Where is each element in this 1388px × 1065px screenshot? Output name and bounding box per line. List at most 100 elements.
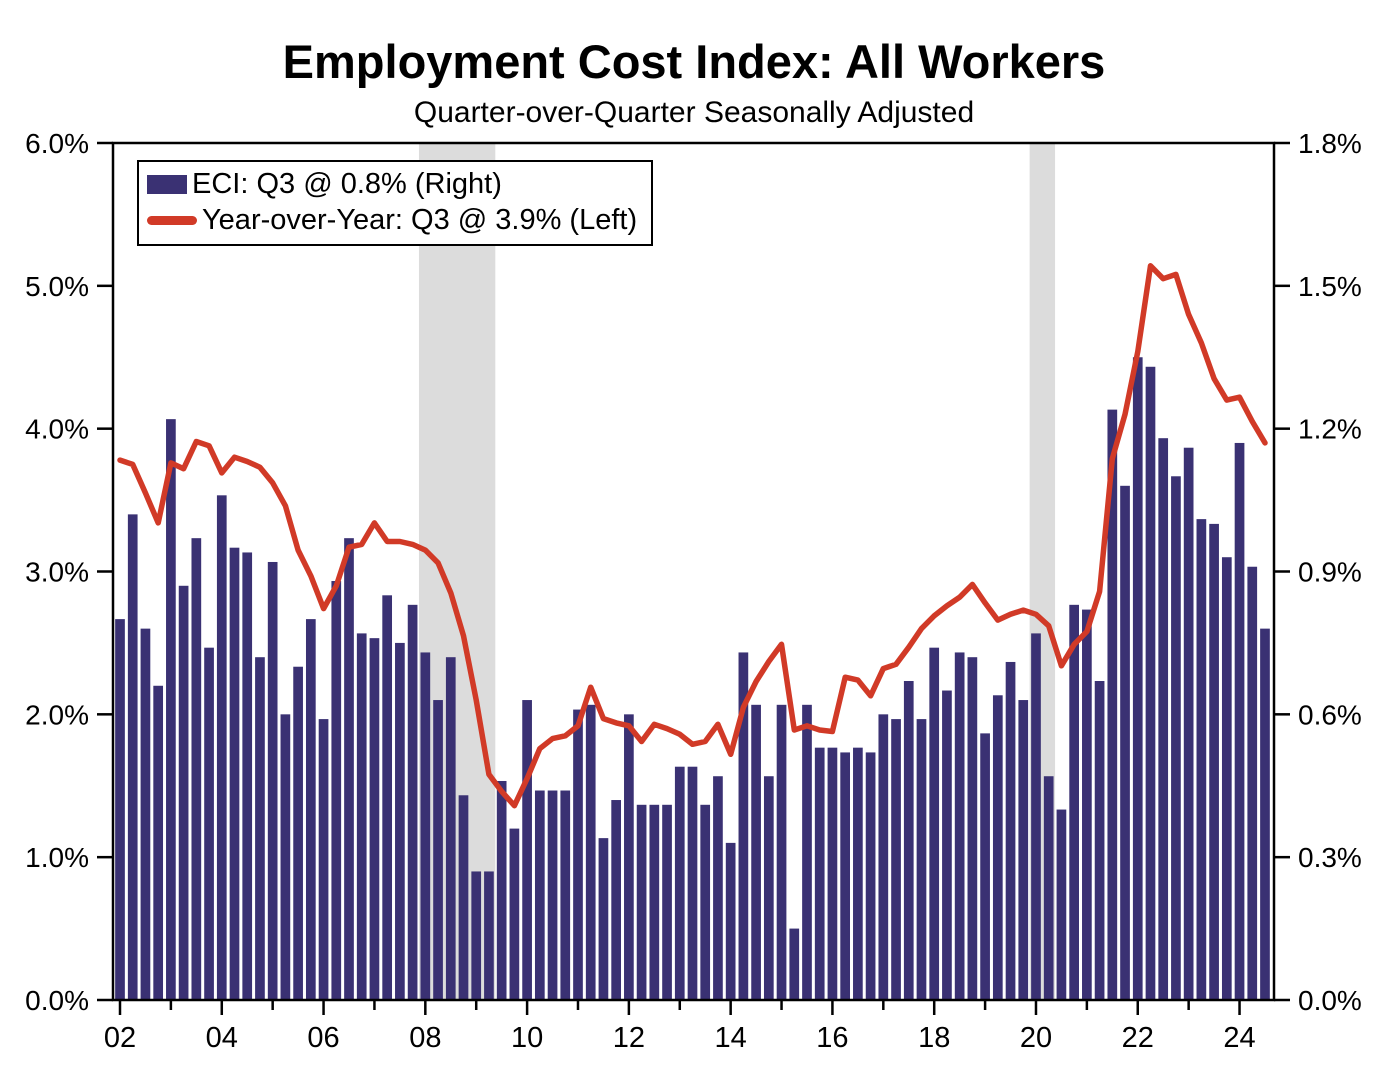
eci-bar [356, 633, 367, 1000]
legend: ECI: Q3 @ 0.8% (Right) Year-over-Year: Q… [137, 160, 654, 246]
right-axis-label: 0.0% [1298, 985, 1362, 1016]
yoy-line [117, 263, 1268, 809]
chart-subtitle: Quarter-over-Quarter Seasonally Adjusted [413, 96, 975, 129]
eci-bar [267, 561, 278, 1000]
eci-bar [153, 685, 164, 1000]
eci-bar [929, 647, 940, 1000]
eci-bar [1234, 442, 1245, 1000]
eci-bar [878, 714, 889, 1000]
eci-bar [1082, 609, 1092, 1000]
x-axis-label: 22 [1122, 1022, 1154, 1054]
x-axis-label: 18 [918, 1022, 950, 1054]
eci-bar [331, 581, 342, 1000]
eci-bar [751, 704, 761, 1000]
eci-bar [1031, 633, 1041, 1000]
chart-title: Employment Cost Index: All Workers [282, 35, 1106, 88]
eci-bar [1171, 476, 1181, 1000]
eci-bar [1094, 681, 1105, 1000]
eci-bar [1221, 557, 1232, 1000]
eci-bar [763, 776, 774, 1000]
eci-bar [522, 700, 532, 1000]
eci-bar [713, 776, 723, 1000]
eci-bar [674, 766, 685, 1000]
eci-bar [865, 752, 876, 1000]
eci-bar [1247, 566, 1258, 1000]
x-axis-label: 20 [1020, 1022, 1052, 1054]
right-axis-label: 1.8% [1298, 128, 1362, 159]
eci-bar [471, 871, 482, 1000]
eci-bar [484, 871, 494, 1000]
eci-bar [700, 804, 711, 1000]
eci-bar [1183, 447, 1194, 1000]
eci-bar [1158, 438, 1169, 1000]
eci-bar [954, 652, 965, 1000]
eci-bar [191, 538, 202, 1000]
eci-bar [127, 514, 138, 1000]
legend-item-yoy: Year-over-Year: Q3 @ 3.9% (Left) [147, 202, 637, 238]
eci-bar [115, 619, 125, 1000]
eci-bar [738, 652, 749, 1000]
eci-bar [1196, 519, 1207, 1000]
eci-bar [573, 709, 583, 1000]
eci-bar [1043, 776, 1054, 1000]
eci-bar [980, 733, 990, 1000]
eci-bar [802, 704, 812, 1000]
eci-bar [853, 747, 863, 1000]
right-axis-label: 1.5% [1298, 271, 1362, 302]
eci-bar [293, 666, 303, 1000]
eci-bar [1005, 661, 1016, 1000]
x-axis-label: 08 [409, 1022, 441, 1054]
eci-bar [305, 619, 316, 1000]
eci-bar [547, 790, 558, 1000]
eci-bar [382, 595, 393, 1000]
eci-bar [903, 681, 914, 1000]
eci-bar [585, 704, 596, 1000]
eci-bar [369, 638, 380, 1000]
eci-bar [280, 714, 291, 1000]
eci-bar [598, 838, 609, 1000]
eci-bar [496, 780, 507, 1000]
eci-bar [967, 657, 978, 1000]
eci-bar [840, 752, 851, 1000]
eci-bar [624, 714, 634, 1000]
left-axis-label: 3.0% [25, 557, 89, 588]
eci-bar [445, 657, 456, 1000]
eci-bar [407, 604, 418, 1000]
eci-bar [420, 652, 431, 1000]
eci-bar [611, 800, 622, 1000]
left-axis-label: 4.0% [25, 414, 89, 445]
yoy-line-swatch [147, 215, 197, 225]
x-axis-label: 16 [816, 1022, 848, 1054]
x-axis-label: 06 [307, 1022, 339, 1054]
eci-bar [395, 642, 405, 1000]
eci-bar [534, 790, 545, 1000]
right-axis-label: 1.2% [1298, 414, 1362, 445]
eci-bar [725, 842, 736, 1000]
x-axis-label: 12 [613, 1022, 645, 1054]
eci-bar [992, 695, 1003, 1000]
left-axis-label: 5.0% [25, 271, 89, 302]
eci-bar [789, 928, 800, 1000]
eci-bar [204, 647, 214, 1000]
eci-bar [178, 585, 189, 1000]
left-axis-label: 2.0% [25, 699, 89, 730]
eci-bar [1260, 628, 1270, 1000]
eci-bar [891, 719, 901, 1000]
x-axis-label: 24 [1223, 1022, 1255, 1054]
right-axis-label: 0.3% [1298, 842, 1362, 873]
eci-bar [229, 547, 240, 1000]
x-axis-label: 02 [104, 1022, 136, 1054]
eci-bar [687, 766, 698, 1000]
right-axis-label: 0.9% [1298, 557, 1362, 588]
eci-bar [140, 628, 151, 1000]
eci-bar [636, 804, 647, 1000]
left-axis-label: 0.0% [25, 985, 89, 1016]
x-axis-label: 14 [715, 1022, 747, 1054]
eci-bar [344, 538, 354, 1000]
x-axis-label: 04 [206, 1022, 238, 1054]
eci-bar [1069, 604, 1079, 1000]
eci-bar [433, 700, 443, 1000]
legend-label-yoy: Year-over-Year: Q3 @ 3.9% (Left) [202, 203, 638, 236]
eci-bar [255, 657, 265, 1000]
